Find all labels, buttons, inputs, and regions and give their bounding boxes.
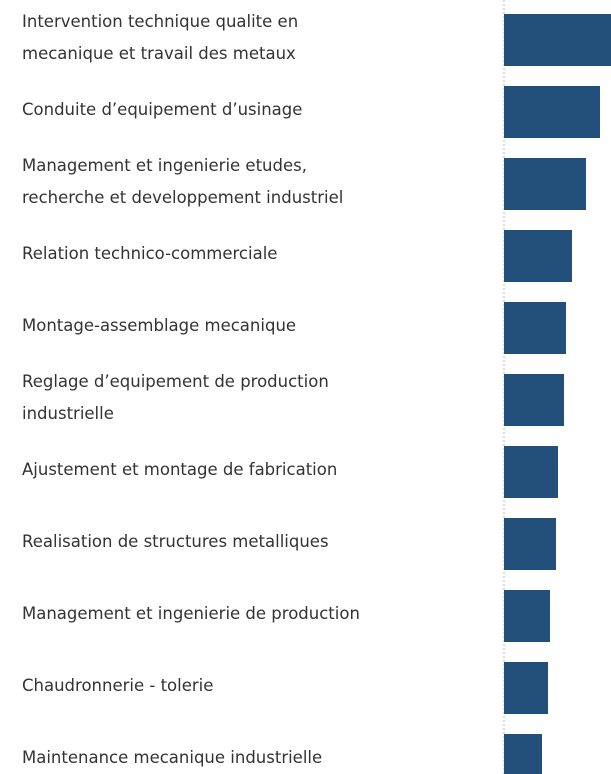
bar bbox=[504, 302, 566, 354]
category-label: Realisation de structures metalliques bbox=[22, 532, 329, 551]
category-label: Relation technico-commerciale bbox=[22, 244, 278, 263]
bar bbox=[504, 230, 572, 282]
category-label: Maintenance mecanique industrielle bbox=[22, 748, 323, 767]
bar bbox=[504, 158, 586, 210]
category-label: Conduite d’equipement d’usinage bbox=[22, 100, 303, 119]
category-label: Management et ingenierie etudes, recherc… bbox=[22, 156, 344, 207]
bar bbox=[504, 86, 600, 138]
category-label: Reglage d’equipement de production indus… bbox=[22, 372, 329, 423]
bar bbox=[504, 374, 564, 426]
bar bbox=[504, 590, 550, 642]
bar bbox=[504, 518, 556, 570]
bar bbox=[504, 446, 558, 498]
category-label: Ajustement et montage de fabrication bbox=[22, 460, 338, 479]
category-label: Montage-assemblage mecanique bbox=[22, 316, 297, 335]
category-label: Chaudronnerie - tolerie bbox=[22, 676, 214, 695]
bar bbox=[504, 734, 542, 774]
bar bbox=[504, 662, 548, 714]
bar bbox=[504, 14, 611, 66]
category-label: Intervention technique qualite en mecani… bbox=[22, 12, 299, 63]
category-label: Management et ingenierie de production bbox=[22, 604, 360, 623]
